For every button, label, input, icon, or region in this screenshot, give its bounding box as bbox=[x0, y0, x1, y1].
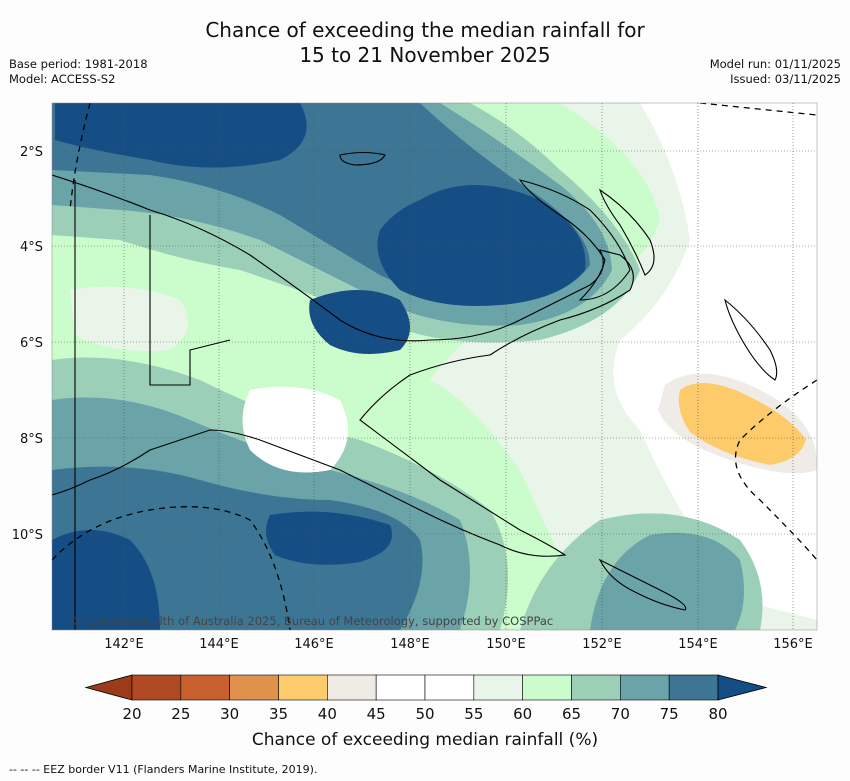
graticule bbox=[52, 103, 817, 630]
lat-label: 4°S bbox=[20, 240, 43, 255]
colorbar-bin bbox=[473, 674, 523, 701]
lon-label: 148°E bbox=[390, 637, 430, 652]
meta-right: Model run: 01/11/2025 Issued: 03/11/2025 bbox=[710, 57, 841, 87]
eez-borders bbox=[52, 103, 817, 630]
islands-south-east bbox=[598, 558, 687, 611]
colorbar-tick-label: 55 bbox=[464, 705, 483, 723]
colorbar-tick-label: 35 bbox=[269, 705, 288, 723]
model-run: Model run: 01/11/2025 bbox=[709, 57, 841, 71]
lat-label: 2°S bbox=[20, 145, 43, 160]
colorbar-bin bbox=[424, 674, 475, 701]
copyright-notice: © Commonwealth of Australia 2025, Bureau… bbox=[69, 614, 553, 628]
model-name: Model: ACCESS-S2 bbox=[9, 72, 116, 86]
base-period: Base period: 1981-2018 bbox=[9, 57, 148, 71]
new-guinea-coast bbox=[52, 174, 634, 557]
below-normal-area bbox=[678, 382, 806, 465]
colorbar: 20 25 30 35 40 45 50 55 60 65 70 75 80 bbox=[84, 674, 768, 723]
white-patch-central bbox=[242, 386, 348, 473]
core-north-centre bbox=[377, 185, 586, 306]
colorbar-bin bbox=[668, 674, 719, 701]
lon-label: 156°E bbox=[773, 637, 813, 652]
bougainville-coast bbox=[724, 298, 778, 381]
colorbar-tick-label: 45 bbox=[367, 705, 386, 723]
colorbar-tick-label: 65 bbox=[562, 705, 581, 723]
manus-coast bbox=[339, 151, 386, 166]
new-ireland-coast bbox=[598, 188, 655, 276]
map-frame bbox=[51, 102, 818, 631]
lon-label: 154°E bbox=[678, 637, 718, 652]
lon-label: 152°E bbox=[582, 637, 622, 652]
colorbar-bin bbox=[131, 674, 182, 701]
colorbar-bin bbox=[278, 674, 328, 701]
colorbar-tick-label: 70 bbox=[611, 705, 630, 723]
colorbar-bin bbox=[327, 674, 377, 701]
colorbar-tick-label: 75 bbox=[660, 705, 679, 723]
colorbar-bin bbox=[522, 674, 572, 701]
colorbar-bin bbox=[571, 674, 621, 701]
colorbar-bin bbox=[180, 674, 230, 701]
new-britain-coast bbox=[518, 179, 631, 301]
map-title: Chance of exceeding the median rainfall … bbox=[0, 18, 850, 68]
meta-left: Base period: 1981-2018 Model: ACCESS-S2 bbox=[9, 57, 148, 87]
probability-field bbox=[52, 103, 817, 630]
white-region-east bbox=[613, 103, 817, 620]
colorbar-tick-label: 80 bbox=[708, 705, 727, 723]
lat-label: 8°S bbox=[20, 432, 43, 447]
colorbar-tick-label: 50 bbox=[415, 705, 434, 723]
border-png bbox=[74, 180, 231, 630]
coastlines bbox=[52, 151, 778, 630]
colorbar-label: Chance of exceeding median rainfall (%) bbox=[251, 730, 599, 750]
issued-date: Issued: 03/11/2025 bbox=[730, 72, 841, 86]
title-line-2: 15 to 21 November 2025 bbox=[299, 43, 551, 67]
lon-label: 146°E bbox=[294, 637, 334, 652]
core-south-centre bbox=[266, 511, 392, 565]
band-south-east-75 bbox=[590, 532, 744, 630]
lon-labels: 142°E 144°E 146°E 148°E 150°E 152°E 154°… bbox=[104, 637, 813, 652]
lat-label: 10°S bbox=[12, 528, 43, 543]
colorbar-bin bbox=[229, 674, 279, 701]
lon-label: 144°E bbox=[199, 637, 239, 652]
lat-label: 6°S bbox=[20, 336, 43, 351]
colorbar-tick-label: 40 bbox=[318, 705, 337, 723]
neutral-patch-west bbox=[70, 286, 188, 351]
colorbar-bin bbox=[375, 674, 426, 701]
title-line-1: Chance of exceeding the median rainfall … bbox=[205, 18, 645, 42]
colorbar-tick-label: 20 bbox=[122, 705, 141, 723]
colorbar-tick-label: 60 bbox=[513, 705, 532, 723]
colorbar-tick-label: 25 bbox=[171, 705, 190, 723]
lon-label: 150°E bbox=[486, 637, 526, 652]
lon-label: 142°E bbox=[104, 637, 144, 652]
eez-footnote: -- -- -- EEZ border V11 (Flanders Marine… bbox=[9, 763, 318, 776]
colorbar-bin bbox=[620, 674, 670, 701]
core-north-west bbox=[55, 103, 307, 168]
core-south-west bbox=[52, 530, 160, 630]
lat-labels: 2°S 4°S 6°S 8°S 10°S bbox=[12, 145, 43, 543]
colorbar-under-arrow bbox=[84, 674, 133, 701]
colorbar-tick-label: 30 bbox=[220, 705, 239, 723]
colorbar-over-arrow bbox=[717, 674, 768, 701]
